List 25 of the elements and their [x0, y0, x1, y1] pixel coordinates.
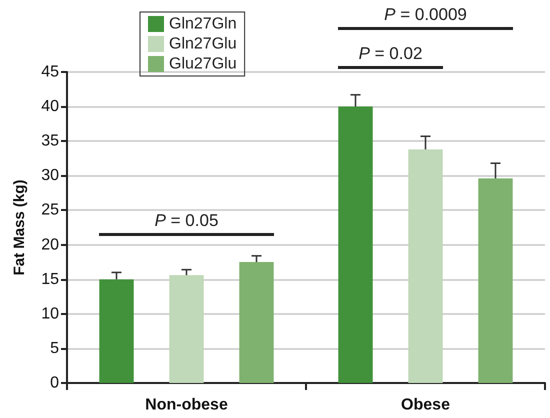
y-tick-label: 40 — [41, 98, 60, 116]
bar — [169, 275, 204, 383]
y-tick-label: 5 — [50, 340, 60, 357]
y-tick-label: 20 — [41, 236, 60, 254]
legend-label: Glu27Glu — [169, 56, 237, 72]
legend-label: Gln27Glu — [169, 36, 237, 52]
y-tick-label: 15 — [41, 270, 60, 288]
bar — [239, 262, 274, 383]
y-tick-label: 45 — [41, 64, 60, 80]
x-tick-label: Non-obese — [145, 396, 228, 414]
bar — [99, 279, 134, 383]
x-tick-label: Obese — [401, 396, 450, 414]
y-tick-label: 25 — [41, 202, 60, 219]
y-axis-title: Fat Mass (kg) — [11, 180, 28, 276]
bar — [408, 149, 443, 383]
bar — [478, 178, 513, 383]
text: P = 0.0009 — [384, 5, 467, 25]
bar — [338, 106, 373, 383]
y-tick-label: 30 — [41, 167, 60, 184]
annotation: P = 0.05 — [154, 211, 218, 231]
y-tick-label: 10 — [41, 305, 60, 322]
y-tick-label: 0 — [50, 374, 60, 392]
y-tick-label: 35 — [41, 132, 60, 150]
legend-label: Gln27Gln — [169, 16, 237, 32]
text: P = 0.02 — [358, 44, 422, 64]
